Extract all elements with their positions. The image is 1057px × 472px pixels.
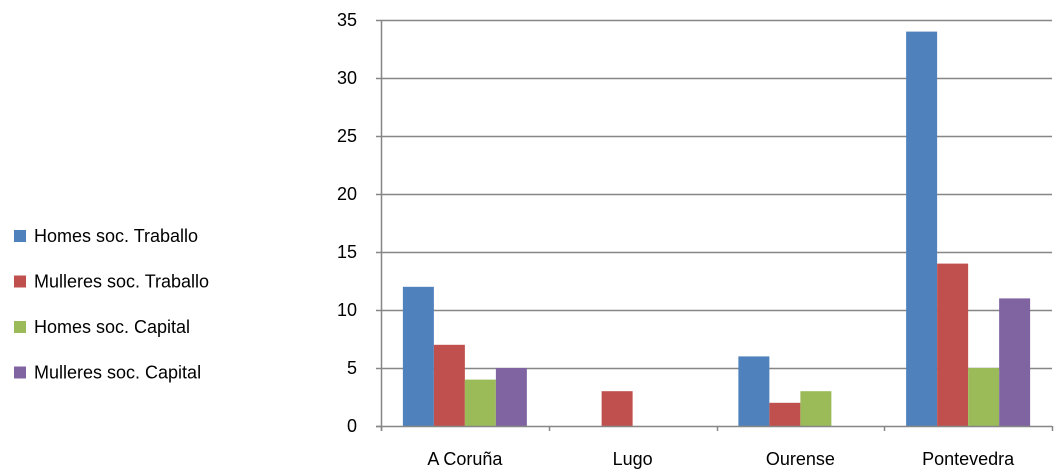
bar-1-1 — [601, 391, 633, 426]
axes — [376, 19, 1054, 431]
bar-0-3 — [495, 368, 527, 426]
legend-swatch-2 — [14, 321, 26, 333]
bar-0-2 — [464, 379, 496, 426]
bar-2-0 — [738, 356, 770, 426]
legend-label-1: Mulleres soc. Traballo — [34, 272, 209, 292]
x-tick-label-1: Lugo — [613, 449, 653, 469]
legend-swatch-1 — [14, 275, 26, 288]
y-tick-label-1: 5 — [347, 358, 357, 378]
y-tick-label-0: 0 — [347, 416, 357, 436]
bar-3-2 — [968, 368, 1000, 426]
legend-label-2: Homes soc. Capital — [34, 317, 190, 337]
y-tick-label-4: 20 — [337, 184, 357, 204]
y-tick-label-7: 35 — [337, 10, 357, 30]
x-tick-label-3: Pontevedra — [922, 449, 1015, 469]
bar-0-1 — [433, 344, 465, 426]
legend: Homes soc. Traballo Mulleres soc. Traball… — [14, 226, 209, 383]
x-tick-label-0: A Coruña — [427, 449, 503, 469]
bar-3-1 — [937, 263, 969, 426]
x-tick-label-2: Ourense — [766, 449, 835, 469]
y-tick-labels: 0 5 10 15 20 25 30 35 — [337, 10, 357, 436]
legend-label-3: Mulleres soc. Capital — [34, 363, 201, 383]
bar-2-1 — [769, 402, 801, 426]
bars — [402, 31, 1031, 426]
bar-0-0 — [402, 286, 434, 426]
legend-swatch-0 — [14, 230, 26, 242]
y-tick-label-3: 15 — [337, 242, 357, 262]
bar-2-2 — [800, 391, 832, 426]
x-tick-labels: A Coruña Lugo Ourense Pontevedra — [427, 449, 1015, 469]
bar-3-0 — [906, 31, 938, 426]
gridlines — [381, 19, 1052, 370]
y-tick-label-5: 25 — [337, 126, 357, 146]
y-tick-label-6: 30 — [337, 68, 357, 88]
y-tick-label-2: 10 — [337, 300, 357, 320]
legend-swatch-3 — [14, 366, 26, 379]
legend-label-0: Homes soc. Traballo — [34, 226, 198, 246]
bar-3-3 — [999, 298, 1031, 426]
